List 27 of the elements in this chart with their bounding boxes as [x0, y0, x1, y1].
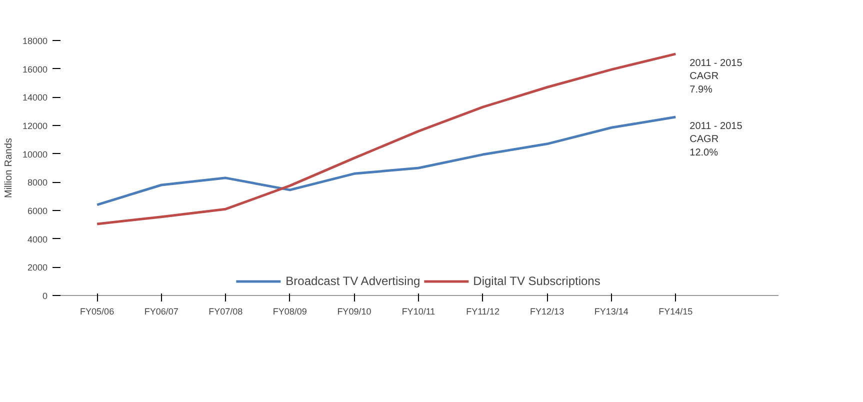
x-tick-label: FY11/12	[466, 306, 500, 316]
y-tick-label: 8000	[27, 178, 48, 188]
x-tick-label: FY13/14	[594, 306, 628, 316]
legend-label: Digital TV Subscriptions	[473, 274, 600, 288]
y-tick-label: 12000	[22, 121, 48, 131]
line-series	[96, 116, 677, 206]
y-tick-label: 16000	[22, 64, 48, 74]
x-tick-label: FY12/13	[530, 306, 564, 316]
y-tick-label: 10000	[22, 149, 48, 160]
x-tick-label: FY08/09	[272, 306, 307, 316]
line-series	[96, 52, 677, 226]
x-tick-label: FY10/11	[402, 306, 436, 316]
y-axis-title: Million Rands	[3, 138, 14, 198]
y-tick-label: 2000	[27, 262, 48, 273]
x-tick-label: FY07/08	[208, 306, 243, 316]
legend-label: Broadcast TV Advertising	[286, 274, 420, 288]
y-tick-label: 6000	[27, 206, 48, 216]
y-tick-label: 18000	[22, 36, 48, 46]
x-tick-label: FY14/15	[658, 306, 693, 316]
y-tick-label: 14000	[22, 92, 48, 103]
x-tick-label: FY06/07	[144, 306, 178, 316]
x-tick-label: FY05/06	[80, 306, 114, 316]
y-tick-label: 0	[42, 291, 48, 301]
annotation: 2011 - 2015 CAGR 12.0%	[690, 121, 743, 158]
annotation: 2011 - 2015 CAGR 7.9%	[690, 58, 743, 96]
y-tick-label: 4000	[27, 234, 48, 244]
x-tick-label: FY09/10	[337, 306, 372, 316]
